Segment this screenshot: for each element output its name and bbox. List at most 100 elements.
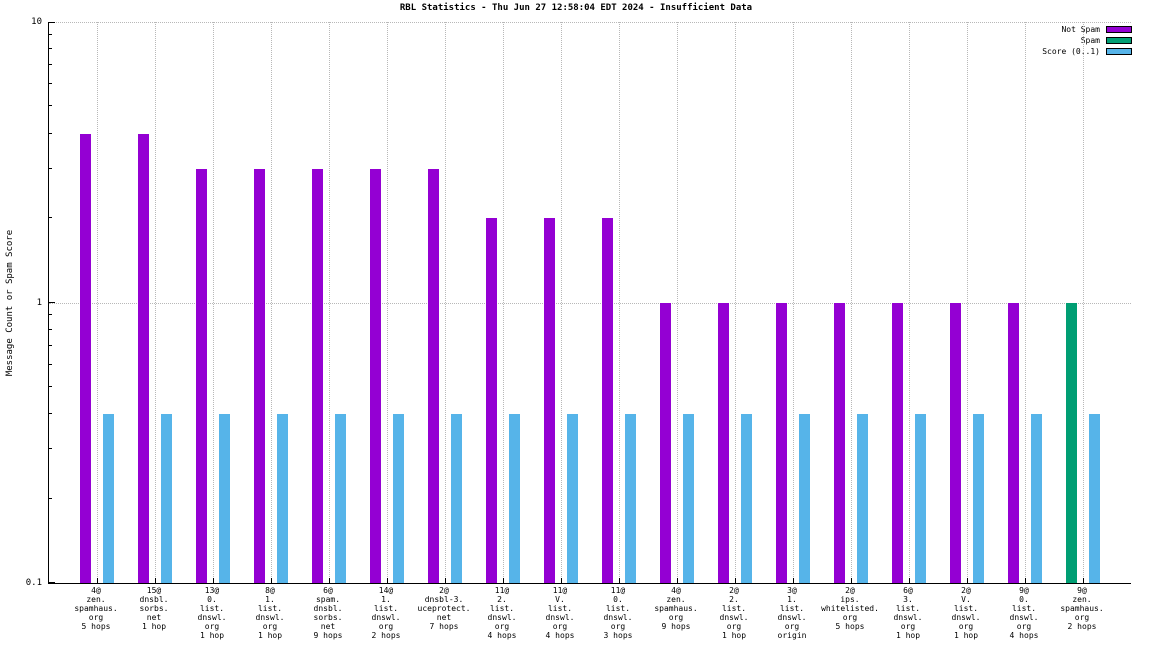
x-major-tick xyxy=(271,578,272,583)
x-axis-label: 15@ dnsbl. sorbs. net 1 hop xyxy=(139,586,169,631)
bar-score xyxy=(567,414,578,583)
y-minor-tick xyxy=(49,448,52,450)
x-axis-label: 2@ 2. list. dnswl. org 1 hop xyxy=(719,586,749,640)
x-major-tick xyxy=(677,578,678,583)
y-minor-tick xyxy=(49,48,52,50)
gridline-vertical xyxy=(561,22,562,583)
y-minor-tick xyxy=(49,385,52,387)
bar-notspam xyxy=(544,218,555,583)
chart-title: RBL Statistics - Thu Jun 27 12:58:04 EDT… xyxy=(399,3,753,13)
bar-score xyxy=(915,414,926,583)
gridline-vertical xyxy=(677,22,678,583)
gridline-vertical xyxy=(271,22,272,583)
bar-score xyxy=(857,414,868,583)
x-axis-label: 2@ dnsbl-3. uceprotect. net 7 hops xyxy=(417,586,471,631)
gridline-vertical xyxy=(213,22,214,583)
y-tick-label: 10 xyxy=(31,17,42,27)
bar-notspam xyxy=(834,302,845,583)
gridline-vertical xyxy=(97,22,98,583)
x-major-tick xyxy=(561,578,562,583)
bar-score xyxy=(625,414,636,583)
y-tick-label: 0.1 xyxy=(25,578,42,588)
x-major-tick xyxy=(213,578,214,583)
y-minor-tick xyxy=(49,167,52,169)
x-major-tick xyxy=(735,578,736,583)
x-axis-label: 13@ 0. list. dnswl. org 1 hop xyxy=(197,586,227,640)
bar-notspam xyxy=(80,133,91,583)
y-minor-tick xyxy=(49,497,52,499)
x-axis-label: 2@ V. list. dnswl. org 1 hop xyxy=(951,586,981,640)
bar-notspam xyxy=(486,218,497,583)
bar-spam xyxy=(1066,302,1077,583)
bar-notspam xyxy=(660,302,671,583)
y-minor-tick xyxy=(49,64,52,66)
y-minor-tick xyxy=(49,363,52,365)
x-major-tick xyxy=(445,578,446,583)
x-major-tick xyxy=(851,578,852,583)
y-tick-label: 1 xyxy=(36,297,42,308)
x-axis-label: 3@ 1. list. dnswl. org origin xyxy=(777,586,807,640)
gridline-vertical xyxy=(329,22,330,583)
y-minor-tick xyxy=(49,328,52,330)
gridline-vertical xyxy=(387,22,388,583)
x-major-tick xyxy=(793,578,794,583)
x-major-tick xyxy=(1083,578,1084,583)
gridline-vertical xyxy=(967,22,968,583)
bar-notspam xyxy=(1008,302,1019,583)
gridline-vertical xyxy=(793,22,794,583)
x-major-tick xyxy=(155,578,156,583)
bar-notspam xyxy=(312,168,323,583)
legend-swatch-spam xyxy=(1106,37,1132,44)
y-minor-tick xyxy=(49,413,52,415)
legend-item-not-spam: Not Spam xyxy=(1042,25,1132,34)
y-major-tick xyxy=(49,22,55,23)
bar-notspam xyxy=(254,168,265,583)
gridline-vertical xyxy=(1083,22,1084,583)
gridline-vertical xyxy=(1025,22,1026,583)
gridline-vertical xyxy=(619,22,620,583)
legend-label-not-spam: Not Spam xyxy=(1061,25,1100,34)
bar-notspam xyxy=(950,302,961,583)
x-major-tick xyxy=(909,578,910,583)
y-major-tick xyxy=(49,301,55,303)
x-axis-label: 11@ 2. list. dnswl. org 4 hops xyxy=(487,586,517,640)
x-major-tick xyxy=(503,578,504,583)
bar-notspam xyxy=(776,302,787,583)
x-axis-label: 11@ 0. list. dnswl. org 3 hops xyxy=(603,586,633,640)
gridline-vertical xyxy=(909,22,910,583)
bar-score xyxy=(799,414,810,583)
x-axis-label: 9@ 0. list. dnswl. org 4 hops xyxy=(1009,586,1039,640)
y-minor-tick xyxy=(49,344,52,346)
y-minor-tick xyxy=(49,83,52,85)
bar-notspam xyxy=(138,133,149,583)
x-axis-label: 4@ zen. spamhaus. org 9 hops xyxy=(654,586,698,631)
bar-score xyxy=(103,414,114,583)
gridline-horizontal xyxy=(49,302,1131,304)
plot-area xyxy=(48,22,1131,584)
x-axis-label: 8@ 1. list. dnswl. org 1 hop xyxy=(255,586,285,640)
bar-notspam xyxy=(196,168,207,583)
bar-score xyxy=(219,414,230,583)
bar-notspam xyxy=(428,168,439,583)
y-minor-tick xyxy=(49,314,52,316)
x-axis-label: 11@ V. list. dnswl. org 4 hops xyxy=(545,586,575,640)
legend-item-score: Score (0..1) xyxy=(1042,47,1132,56)
gridline-vertical xyxy=(155,22,156,583)
legend-item-spam: Spam xyxy=(1042,36,1132,45)
gridline-vertical xyxy=(503,22,504,583)
y-minor-tick xyxy=(49,33,52,35)
bar-score xyxy=(973,414,984,583)
x-axis-label: 4@ zen. spamhaus. org 5 hops xyxy=(74,586,118,631)
x-axis-label: 14@ 1. list. dnswl. org 2 hops xyxy=(371,586,401,640)
bar-notspam xyxy=(602,218,613,583)
x-major-tick xyxy=(1025,578,1026,583)
legend: Not Spam Spam Score (0..1) xyxy=(1042,25,1132,58)
bar-notspam xyxy=(892,302,903,583)
y-minor-tick xyxy=(49,105,52,107)
legend-label-score: Score (0..1) xyxy=(1042,47,1100,56)
y-minor-tick xyxy=(49,217,52,219)
gridline-horizontal xyxy=(49,22,1131,23)
x-major-tick xyxy=(619,578,620,583)
bar-score xyxy=(451,414,462,583)
bar-score xyxy=(393,414,404,583)
